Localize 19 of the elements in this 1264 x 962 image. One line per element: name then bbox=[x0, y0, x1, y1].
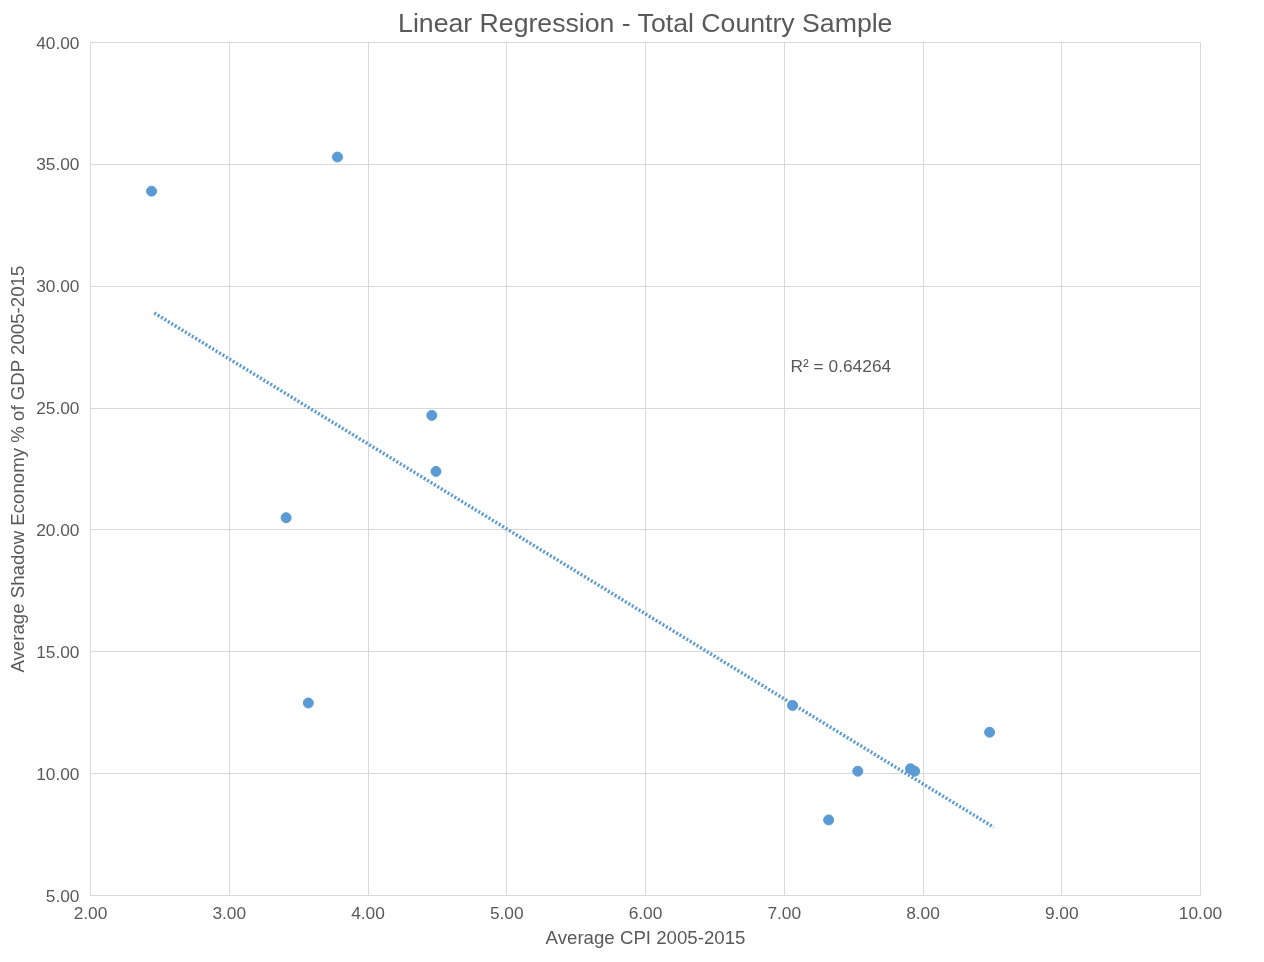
x-tick-label: 4.00 bbox=[351, 902, 385, 923]
x-axis-title: Average CPI 2005-2015 bbox=[545, 926, 746, 948]
x-tick-label: 8.00 bbox=[906, 902, 940, 923]
y-tick-label: 10.00 bbox=[36, 763, 80, 784]
chart-title: Linear Regression - Total Country Sample bbox=[398, 7, 893, 38]
y-tick-label: 20.00 bbox=[36, 519, 80, 540]
x-tick-label: 10.00 bbox=[1178, 902, 1223, 923]
x-tick-label: 7.00 bbox=[767, 902, 802, 923]
x-tick-label: 6.00 bbox=[628, 902, 663, 923]
y-tick-label: 25.00 bbox=[36, 398, 80, 419]
y-tick-label: 35.00 bbox=[36, 154, 80, 175]
y-tick-label: 40.00 bbox=[36, 32, 80, 53]
y-tick-label: 15.00 bbox=[36, 641, 80, 662]
annotation: R² = 0.64264 bbox=[790, 355, 892, 376]
x-tick-label: 9.00 bbox=[1044, 902, 1079, 923]
y-tick-label: 30.00 bbox=[36, 276, 80, 297]
x-tick-label: 5.00 bbox=[489, 902, 524, 923]
y-axis-title: Average Shadow Economy % of GDP 2005-2015 bbox=[7, 265, 29, 673]
x-tick-label: 3.00 bbox=[212, 902, 247, 923]
